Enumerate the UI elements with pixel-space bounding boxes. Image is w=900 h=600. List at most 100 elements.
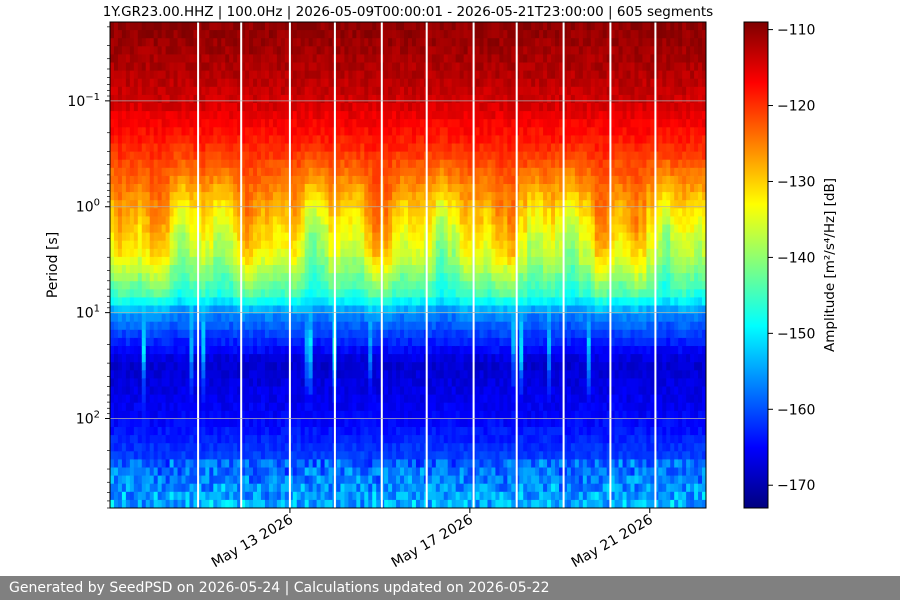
heatmap-cell [161, 467, 167, 477]
heatmap-cell [229, 370, 234, 379]
heatmap-cell [145, 143, 151, 153]
heatmap-cell [348, 143, 353, 153]
heatmap-cell [396, 499, 401, 508]
heatmap-cell [280, 483, 286, 493]
heatmap-cell [300, 491, 306, 501]
heatmap-cell [229, 305, 234, 315]
heatmap-cell [316, 297, 322, 307]
heatmap-cell [221, 305, 226, 315]
heatmap-cell [217, 435, 222, 444]
heatmap-cell [388, 200, 393, 209]
heatmap-cell [197, 451, 202, 460]
heatmap-cell [110, 410, 115, 420]
heatmap-cell [320, 321, 326, 331]
heatmap-cell [121, 265, 127, 274]
heatmap-cell [145, 499, 151, 508]
heatmap-cell [292, 459, 298, 469]
heatmap-cell [368, 103, 373, 112]
heatmap-cell [225, 232, 230, 242]
heatmap-cell [284, 103, 290, 112]
heatmap-cell [264, 86, 270, 96]
heatmap-cell [300, 167, 306, 177]
heatmap-cell [288, 143, 294, 153]
heatmap-cell [392, 402, 397, 412]
heatmap-cell [177, 167, 183, 177]
heatmap-cell [241, 103, 246, 112]
heatmap-cell [320, 167, 326, 177]
psd-spectrogram-chart: 1Y.GR23.00.HHZ | 100.0Hz | 2026-05-09T00… [45, 4, 838, 571]
heatmap-cell [253, 119, 258, 128]
heatmap-cell [113, 475, 119, 485]
heatmap-cell [344, 321, 349, 331]
heatmap-cell [384, 224, 389, 234]
heatmap-cell [264, 329, 270, 339]
heatmap-cell [292, 167, 298, 177]
heatmap-cell [129, 265, 135, 274]
heatmap-cell [209, 70, 214, 80]
heatmap-cell [137, 289, 143, 298]
heatmap-cell [153, 410, 159, 420]
heatmap-cell [324, 337, 330, 347]
heatmap-cell [245, 192, 250, 201]
heatmap-cell [117, 297, 123, 307]
heatmap-cell [260, 402, 266, 412]
heatmap-cell [125, 256, 131, 266]
heatmap-cell [213, 78, 218, 88]
heatmap-cell [201, 491, 206, 501]
heatmap-cell [344, 410, 349, 420]
heatmap-cell [217, 70, 222, 80]
heatmap-cell [268, 224, 274, 234]
heatmap-cell [177, 216, 183, 226]
heatmap-cell [336, 127, 342, 136]
heatmap-cell [280, 435, 286, 444]
heatmap-cell [205, 321, 210, 331]
heatmap-cell [388, 119, 393, 128]
heatmap-cell [193, 346, 199, 355]
heatmap-cell [384, 289, 389, 298]
heatmap-cell [117, 321, 123, 331]
heatmap-cell [408, 54, 413, 64]
heatmap-cell [352, 94, 357, 104]
heatmap-cell [189, 167, 195, 177]
heatmap-cell [336, 240, 342, 250]
heatmap-cell [292, 499, 298, 508]
heatmap-cell [245, 78, 250, 88]
heatmap-cell [296, 354, 302, 363]
heatmap-cell [181, 127, 187, 136]
heatmap-cell [110, 499, 115, 508]
heatmap-cell [308, 297, 314, 307]
heatmap-cell [117, 402, 123, 412]
heatmap-cell [296, 483, 302, 493]
heatmap-cell [388, 321, 393, 331]
heatmap-cell [145, 394, 151, 404]
heatmap-cell [264, 354, 270, 363]
heatmap-cell [356, 232, 361, 242]
heatmap-cell [237, 370, 242, 379]
heatmap-cell [427, 184, 433, 193]
heatmap-cell [336, 427, 342, 436]
heatmap-cell [133, 418, 139, 428]
heatmap-cell [121, 175, 127, 185]
heatmap-cell [400, 248, 405, 258]
heatmap-cell [141, 362, 147, 371]
heatmap-cell [257, 402, 262, 412]
heatmap-cell [113, 321, 119, 331]
heatmap-cell [253, 265, 258, 274]
heatmap-cell [249, 143, 254, 153]
heatmap-cell [113, 248, 119, 258]
heatmap-cell [300, 256, 306, 266]
heatmap-cell [225, 467, 230, 477]
heatmap-cell [300, 240, 306, 250]
heatmap-cell [253, 329, 258, 339]
heatmap-cell [149, 499, 155, 508]
heatmap-cell [229, 378, 234, 388]
heatmap-cell [435, 305, 441, 315]
heatmap-cell [260, 410, 266, 420]
heatmap-cell [292, 378, 298, 388]
heatmap-cell [229, 192, 234, 201]
heatmap-cell [149, 378, 155, 388]
heatmap-cell [292, 216, 298, 226]
heatmap-cell [368, 354, 373, 363]
heatmap-cell [336, 483, 342, 493]
heatmap-cell [110, 240, 115, 250]
